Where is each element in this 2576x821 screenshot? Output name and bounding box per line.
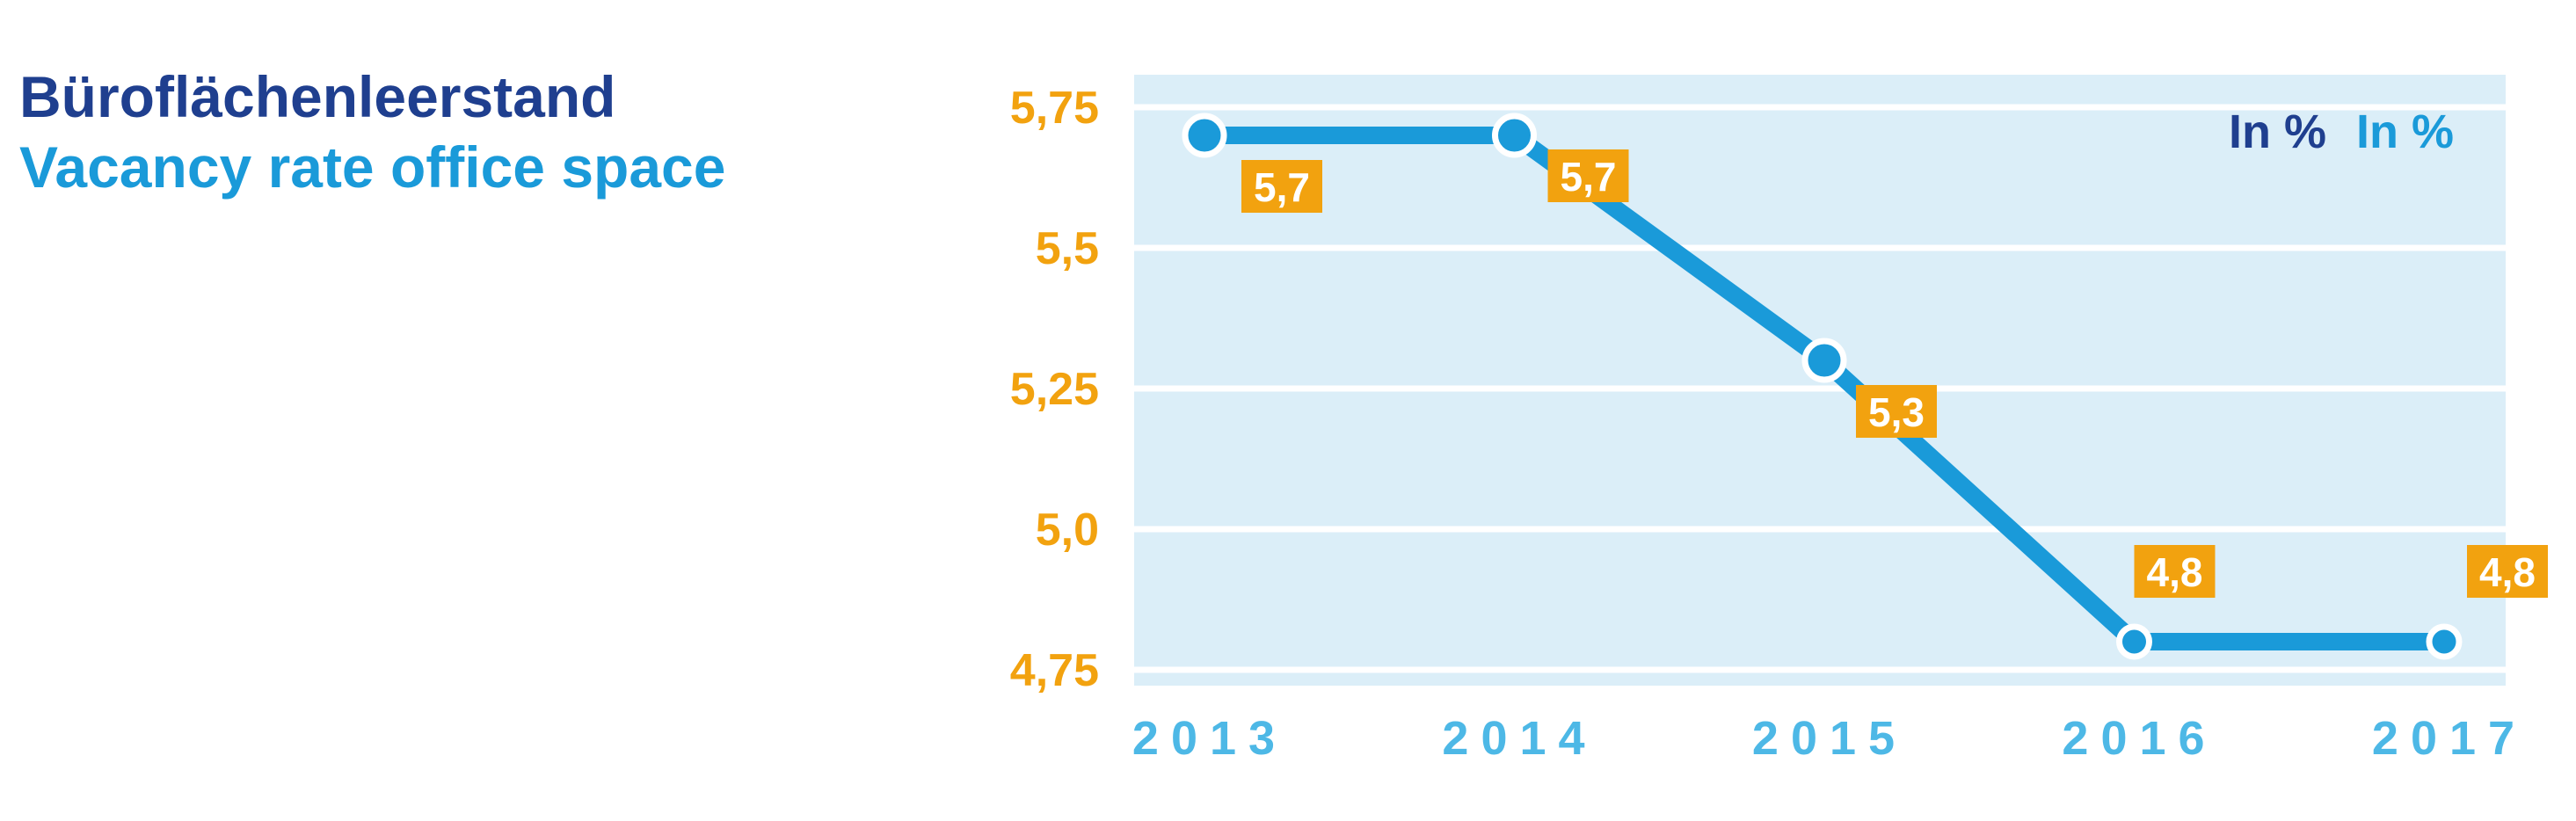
x-axis-tick-labels: 2013 2014 2015 2016 2017	[1132, 712, 2527, 765]
x-tick-label: 2014	[1442, 712, 1597, 765]
y-tick-label: 4,75	[1010, 645, 1099, 696]
data-point	[2116, 623, 2152, 660]
data-point	[2426, 623, 2463, 660]
y-tick-label: 5,25	[1010, 364, 1099, 415]
data-point	[1182, 113, 1227, 158]
data-label-box	[1241, 160, 1322, 213]
y-tick-label: 5,0	[1036, 505, 1099, 556]
data-label-box	[2134, 545, 2216, 598]
data-label-box	[1856, 385, 1937, 438]
data-label: 5,7	[1254, 164, 1310, 210]
data-label: 5,3	[1868, 389, 1925, 435]
data-label: 5,7	[1561, 154, 1617, 200]
chart-title-english: Vacancy rate office space	[19, 134, 726, 200]
grid-lines	[1134, 104, 2506, 673]
unit-label-german: In %	[2229, 105, 2326, 158]
y-tick-label: 5,75	[1010, 83, 1099, 134]
data-markers	[1182, 113, 2463, 660]
chart-title-german: Büroflächenleerstand	[19, 64, 616, 129]
data-point	[1801, 338, 1847, 383]
y-tick-label: 5,5	[1036, 223, 1099, 274]
x-tick-label: 2017	[2372, 712, 2527, 765]
title-block: Büroflächenleerstand Vacancy rate office…	[19, 62, 725, 202]
data-label: 4,8	[2147, 549, 2203, 595]
data-label-box	[2467, 545, 2548, 598]
data-label: 4,8	[2479, 549, 2536, 595]
x-tick-label: 2016	[2062, 712, 2216, 765]
data-labels: 5,7 5,7 5,3 4,8 4,8	[1241, 149, 2548, 598]
y-axis-tick-labels: 5,75 5,5 5,25 5,0 4,75	[1010, 83, 1099, 696]
data-point	[1492, 113, 1537, 158]
data-label-box	[1547, 149, 1629, 202]
x-tick-label: 2013	[1132, 712, 1287, 765]
unit-label-english: In %	[2356, 105, 2454, 158]
x-tick-label: 2015	[1752, 712, 1907, 765]
unit-labels: In % In %	[2229, 105, 2454, 158]
